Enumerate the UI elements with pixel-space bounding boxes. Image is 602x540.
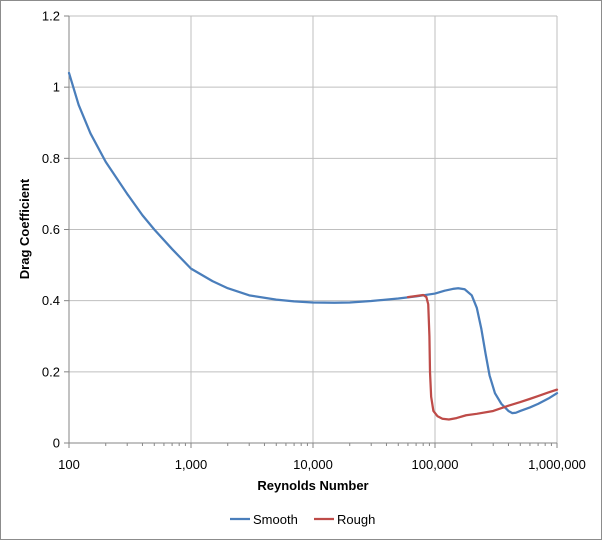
legend-label-rough: Rough: [337, 512, 375, 527]
series-line-smooth: [67, 71, 559, 415]
x-axis-title: Reynolds Number: [257, 478, 368, 493]
y-tick-label: 0.4: [42, 293, 60, 308]
legend-label-smooth: Smooth: [253, 512, 298, 527]
x-tick-label: 1,000: [175, 457, 208, 472]
x-tick-label: 100,000: [412, 457, 459, 472]
series-lines: [67, 71, 559, 421]
x-tick-label: 1,000,000: [528, 457, 586, 472]
tick-labels: 0 0.2 0.4 0.6 0.8 1 1.2 100 1,000 10,000 100,000 1,…: [42, 9, 586, 473]
axes: [64, 15, 558, 448]
y-tick-label: 0: [53, 436, 60, 451]
y-axis-title: Drag Coefficient: [17, 178, 32, 279]
y-tick-label: 1: [53, 80, 60, 95]
x-tick-label: 100: [58, 457, 80, 472]
x-tick-label: 10,000: [293, 457, 333, 472]
y-tick-label: 0.6: [42, 222, 60, 237]
y-tick-label: 1.2: [42, 9, 60, 24]
legend: Smooth Rough: [230, 512, 375, 527]
series-line-rough: [406, 293, 559, 421]
y-tick-label: 0.8: [42, 151, 60, 166]
gridlines: [69, 15, 558, 443]
y-tick-label: 0.2: [42, 364, 60, 379]
